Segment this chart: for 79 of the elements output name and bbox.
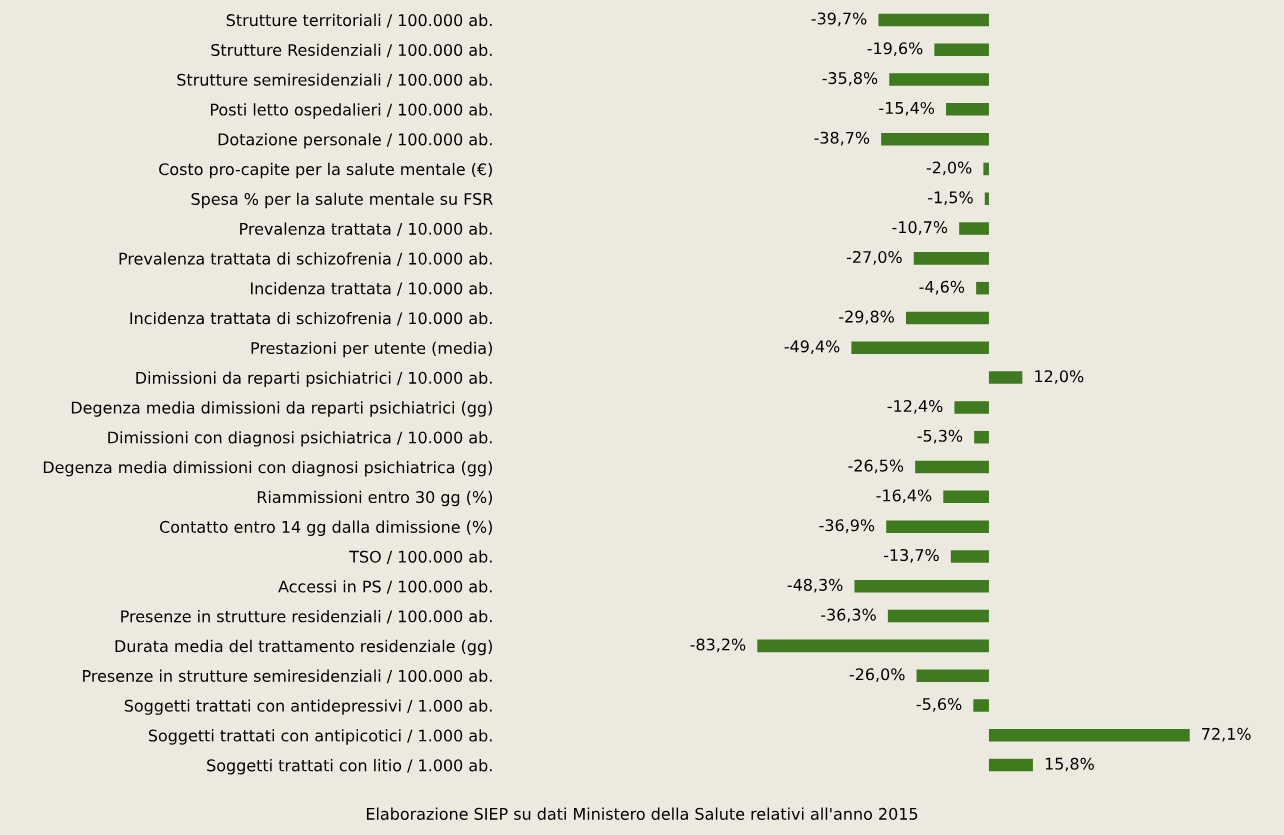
y-tick-label: Presenze in strutture semiresidenziali / 100.000 ab. [83,669,492,684]
y-tick-label: Prestazioni per utente (media) [251,341,492,358]
bar [887,609,989,623]
data-label: -83,2% [690,638,746,653]
data-label: -13,7% [883,549,939,563]
data-label: -36,9% [819,519,875,533]
y-tick-label: Accessi in PS / 100.000 ab. [278,580,492,594]
bar [905,311,989,325]
bar [959,222,989,235]
y-tick-label: Dimissioni da reparti psichiatrici / 10.000 ab. [136,371,492,387]
y-tick-label: Presenze in strutture residenziali / 100.000 ab. [121,609,492,624]
bar [984,192,989,206]
bar [916,669,989,682]
data-label: -10,7% [892,221,948,235]
bar [889,73,989,86]
y-tick-label: Strutture territoriali / 100.000 ab. [226,13,492,28]
bar [983,162,989,176]
bar [988,758,1033,772]
bar [915,460,989,474]
bar [854,579,989,593]
y-tick-label: Prevalenza trattata di schizofrenia / 10.000 ab. [119,252,492,266]
data-label: -19,6% [867,42,923,56]
bar [851,341,989,355]
y-tick-label: Costo pro-capite per la salute mentale (€) [159,162,492,179]
data-label: -27,0% [846,250,902,265]
bar [988,371,1023,384]
y-tick-label: Strutture Residenziali / 100.000 ab. [211,43,492,58]
bar [934,43,989,56]
data-label: -48,3% [787,578,843,593]
y-tick-label: Posti letto ospedalieri / 100.000 ab. [210,103,492,119]
data-label: 72,1% [1202,727,1251,742]
y-tick-label: Soggetti trattati con antidepressivi / 1.000 ab. [124,699,492,715]
text: Elaborazione SIEP su dati Ministero della Salute relativi all'anno 2015 [366,807,918,820]
y-tick-label: Spesa % per la salute mentale su FSR [191,192,493,209]
bar [881,132,989,146]
bar [913,252,989,265]
data-label: -2,0% [926,161,972,176]
y-tick-label: Durata media del trattamento residenziale (gg) [115,639,492,656]
data-label: -39,7% [811,12,867,27]
bar [878,13,989,27]
bar [950,550,989,563]
y-tick-label: Soggetti trattati con litio / 1.000 ab. [207,759,492,775]
bar [886,520,989,533]
bar [973,699,989,712]
data-label: -49,4% [784,340,840,355]
data-label: -5,6% [916,698,962,712]
data-label: -26,5% [848,459,904,474]
data-label: -26,0% [849,668,905,682]
y-tick-label: Dotazione personale / 100.000 ab. [218,133,492,149]
y-tick-label: Prevalenza trattata / 10.000 ab. [240,222,492,237]
bar [976,281,989,295]
y-tick-label: Degenza media dimissioni con diagnosi psichiatrica (gg) [43,460,492,477]
y-tick-label: Dimissioni con diagnosi psichiatrica / 10.000 ab. [108,431,492,447]
data-label: 12,0% [1035,370,1084,384]
bar [943,490,989,504]
y-tick-label: Soggetti trattati con antipicotici / 1.000 ab. [148,729,492,745]
y-tick-label: Riammissioni entro 30 gg (%) [257,490,492,507]
bar [757,639,989,653]
bar [954,401,989,414]
y-tick-label: Strutture semiresidenziali / 100.000 ab. [177,73,492,88]
data-label: -5,3% [917,429,963,444]
bar [988,729,1190,742]
data-label: -15,4% [879,101,935,116]
data-label: 15,8% [1045,757,1094,772]
bar [974,430,989,444]
y-tick-label: Degenza media dimissioni da reparti psichiatrici (gg) [71,401,492,417]
data-label: -35,8% [822,72,878,86]
data-label: -36,3% [821,608,876,623]
data-label: -12,4% [887,399,943,414]
bar [946,103,989,116]
data-label: -4,6% [919,280,965,295]
y-tick-label: Incidenza trattata / 10.000 ab. [251,282,492,296]
data-label: -38,7% [814,131,870,146]
y-tick-label: Contatto entro 14 gg dalla dimissione (%) [159,520,492,537]
data-label: -1,5% [928,191,973,206]
data-label: -29,8% [839,310,894,325]
y-tick-label: TSO / 100.000 ab. [349,550,492,564]
y-tick-label: Incidenza trattata di schizofrenia / 10.000 ab. [130,311,492,326]
data-label: -16,4% [876,489,932,504]
